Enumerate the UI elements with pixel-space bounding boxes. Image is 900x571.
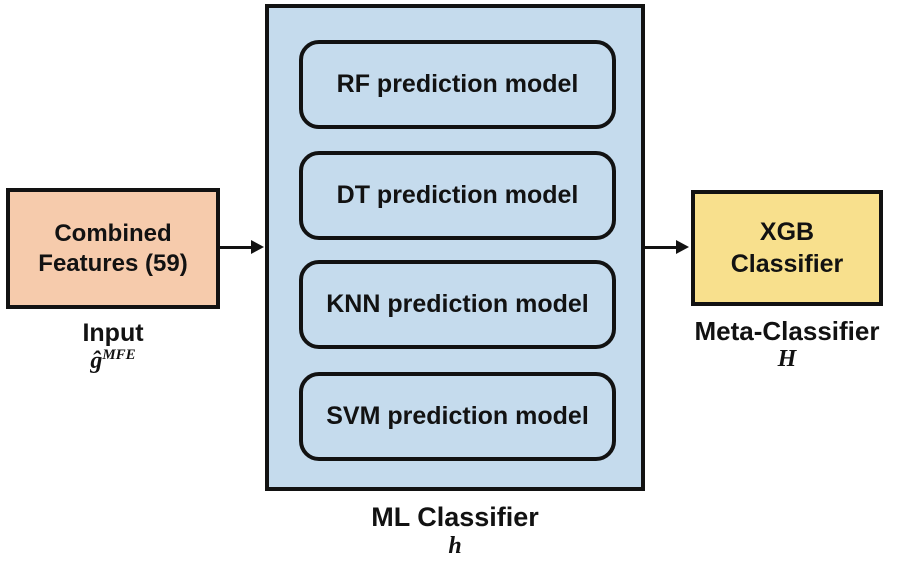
dt-model-label: DT prediction model bbox=[336, 181, 579, 209]
rf-prediction-model-box: RF prediction model bbox=[299, 40, 616, 129]
meta-classifier-caption-symbol: H bbox=[777, 345, 797, 372]
dt-prediction-model-box: DT prediction model bbox=[299, 151, 616, 240]
ml-classifier-caption-title: ML Classifier bbox=[371, 502, 539, 532]
rf-model-label: RF prediction model bbox=[336, 70, 579, 98]
meta-box-line2: Classifier bbox=[730, 250, 844, 278]
arrow-input-to-classifier-line bbox=[220, 246, 253, 249]
arrow-classifier-to-meta-line bbox=[645, 246, 678, 249]
input-box-line2: Features (59) bbox=[38, 249, 188, 277]
input-features-box: Combined Features (59) bbox=[6, 188, 220, 309]
svm-model-label: SVM prediction model bbox=[326, 402, 589, 430]
arrow-classifier-to-meta-head bbox=[676, 240, 689, 254]
knn-model-label: KNN prediction model bbox=[326, 290, 589, 318]
ml-classifier-container: RF prediction model DT prediction model … bbox=[265, 4, 645, 491]
xgb-classifier-box: XGB Classifier bbox=[691, 190, 883, 306]
ml-classifier-caption: ML Classifier h bbox=[265, 502, 645, 560]
arrow-input-to-classifier-head bbox=[251, 240, 264, 254]
meta-classifier-caption: Meta-Classifier H bbox=[665, 317, 900, 373]
input-caption-symbol: ĝMFE bbox=[6, 346, 220, 376]
ml-classifier-caption-symbol: h bbox=[448, 532, 462, 559]
meta-classifier-caption-title: Meta-Classifier bbox=[694, 316, 880, 346]
svm-prediction-model-box: SVM prediction model bbox=[299, 372, 616, 461]
meta-box-line1: XGB bbox=[759, 217, 815, 246]
input-symbol-base: ĝ bbox=[90, 347, 103, 374]
input-caption: Input ĝMFE bbox=[6, 319, 220, 376]
input-caption-title: Input bbox=[82, 319, 144, 347]
knn-prediction-model-box: KNN prediction model bbox=[299, 260, 616, 349]
input-box-line1: Combined bbox=[54, 219, 172, 247]
input-symbol-superscript: MFE bbox=[102, 346, 136, 363]
